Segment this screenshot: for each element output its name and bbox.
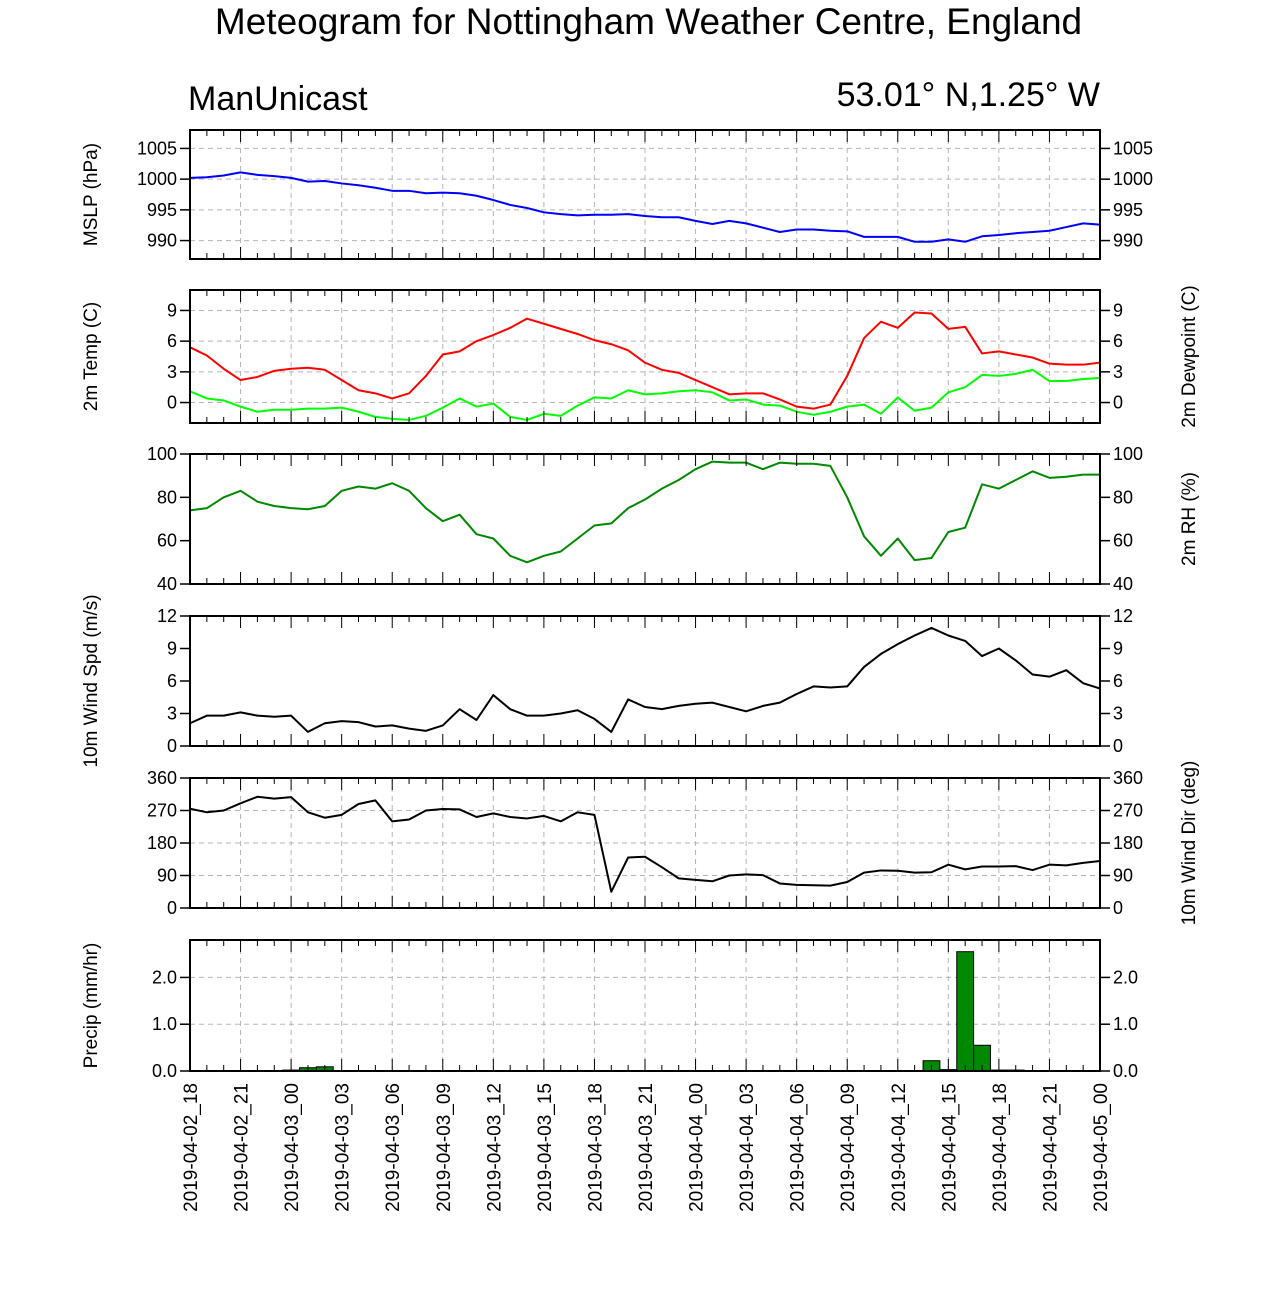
y-tick-label-right: 1005 xyxy=(1113,138,1153,158)
x-tick-label: 2019-04-03_12 xyxy=(484,1083,505,1212)
y-tick-label-right: 80 xyxy=(1113,487,1133,507)
x-tick-label: 2019-04-04_06 xyxy=(788,1083,809,1212)
y-tick-label-right: 2.0 xyxy=(1113,967,1138,987)
y-tick-label-right: 3 xyxy=(1113,704,1123,724)
y-axis-label-right: 2m RH (%) xyxy=(1179,472,1200,566)
model-label: ManUnicast xyxy=(188,80,368,118)
y-tick-label-right: 9 xyxy=(1113,639,1123,659)
y-axis-label-left: MSLP (hPa) xyxy=(81,143,102,246)
y-tick-label-left: 0 xyxy=(167,898,177,918)
y-tick-label-left: 9 xyxy=(167,300,177,320)
x-tick-label: 2019-04-04_12 xyxy=(889,1083,910,1212)
y-tick-label-right: 90 xyxy=(1113,866,1133,886)
y-tick-label-left: 3 xyxy=(167,362,177,382)
precip-bar xyxy=(956,951,975,1072)
y-tick-label-left: 995 xyxy=(147,200,177,220)
y-tick-label-left: 100 xyxy=(147,444,177,464)
y-tick-label-right: 990 xyxy=(1113,231,1143,251)
x-tick-label: 2019-04-05_00 xyxy=(1091,1083,1112,1212)
y-axis-label-right: 2m Dewpoint (C) xyxy=(1179,285,1200,428)
y-tick-label-left: 80 xyxy=(157,487,177,507)
x-tick-label: 2019-04-04_18 xyxy=(990,1083,1011,1212)
y-axis-label-left: 10m Wind Spd (m/s) xyxy=(81,594,102,767)
y-tick-label-left: 360 xyxy=(147,768,177,788)
y-tick-label-right: 40 xyxy=(1113,574,1133,594)
x-tick-label: 2019-04-03_00 xyxy=(282,1083,303,1212)
x-tick-label: 2019-04-04_00 xyxy=(687,1083,708,1212)
y-tick-label-left: 2.0 xyxy=(152,967,177,987)
y-tick-label-left: 1.0 xyxy=(152,1014,177,1034)
series-line-1 xyxy=(189,171,1101,243)
y-tick-label-right: 6 xyxy=(1113,331,1123,351)
y-tick-label-left: 0 xyxy=(167,736,177,756)
y-axis-label-left: 2m Temp (C) xyxy=(81,302,102,411)
y-axis-label-right: 10m Wind Dir (deg) xyxy=(1179,761,1200,926)
series-line-1 xyxy=(189,626,1101,733)
y-tick-label-left: 1000 xyxy=(137,169,177,189)
y-tick-label-right: 360 xyxy=(1113,768,1143,788)
y-tick-label-left: 6 xyxy=(167,671,177,691)
y-tick-label-left: 90 xyxy=(157,866,177,886)
y-tick-label-right: 270 xyxy=(1113,801,1143,821)
y-tick-label-right: 9 xyxy=(1113,300,1123,320)
y-tick-label-right: 3 xyxy=(1113,362,1123,382)
x-tick-label: 2019-04-03_18 xyxy=(585,1083,606,1212)
y-tick-label-right: 0 xyxy=(1113,898,1123,918)
y-tick-label-right: 6 xyxy=(1113,671,1123,691)
y-tick-label-left: 990 xyxy=(147,231,177,251)
y-tick-label-right: 1.0 xyxy=(1113,1014,1138,1034)
x-tick-label: 2019-04-04_15 xyxy=(939,1083,960,1212)
y-tick-label-left: 6 xyxy=(167,331,177,351)
y-tick-label-right: 12 xyxy=(1113,606,1133,626)
chart-title: Meteogram for Nottingham Weather Centre,… xyxy=(214,1,1083,42)
series-line-2 xyxy=(189,368,1101,421)
x-tick-label: 2019-04-02_18 xyxy=(181,1083,202,1212)
series-line-1 xyxy=(189,795,1101,893)
y-tick-label-right: 100 xyxy=(1113,444,1143,464)
y-tick-label-left: 0.0 xyxy=(152,1061,177,1081)
y-tick-label-right: 0 xyxy=(1113,736,1123,756)
x-tick-label: 2019-04-04_09 xyxy=(838,1083,859,1212)
y-tick-label-left: 270 xyxy=(147,801,177,821)
y-axis-label-left: Precip (mm/hr) xyxy=(81,943,102,1069)
x-tick-label: 2019-04-04_21 xyxy=(1040,1083,1061,1212)
x-tick-label: 2019-04-04_03 xyxy=(737,1083,758,1212)
x-tick-label: 2019-04-02_21 xyxy=(232,1083,253,1212)
y-tick-label-left: 60 xyxy=(157,531,177,551)
x-tick-label: 2019-04-03_06 xyxy=(383,1083,404,1212)
series-line-1 xyxy=(189,311,1101,410)
y-tick-label-right: 1000 xyxy=(1113,169,1153,189)
y-tick-label-left: 3 xyxy=(167,704,177,724)
y-tick-label-left: 9 xyxy=(167,639,177,659)
y-tick-label-right: 995 xyxy=(1113,200,1143,220)
y-tick-label-left: 40 xyxy=(157,574,177,594)
series-line-1 xyxy=(189,460,1100,564)
y-tick-label-right: 0.0 xyxy=(1113,1061,1138,1081)
x-tick-label: 2019-04-03_09 xyxy=(434,1083,455,1212)
panel-frame xyxy=(189,453,1101,585)
y-tick-label-right: 180 xyxy=(1113,833,1143,853)
y-tick-label-right: 0 xyxy=(1113,393,1123,413)
location-label: 53.01° N,1.25° W xyxy=(836,76,1100,114)
x-tick-label: 2019-04-03_21 xyxy=(636,1083,657,1212)
x-tick-label: 2019-04-03_03 xyxy=(333,1083,354,1212)
y-tick-label-left: 1005 xyxy=(137,138,177,158)
y-tick-label-left: 0 xyxy=(167,393,177,413)
y-tick-label-right: 60 xyxy=(1113,531,1133,551)
y-tick-label-left: 12 xyxy=(157,606,177,626)
x-tick-label: 2019-04-03_15 xyxy=(535,1083,556,1212)
y-tick-label-left: 180 xyxy=(147,833,177,853)
panel-frame xyxy=(189,615,1101,747)
